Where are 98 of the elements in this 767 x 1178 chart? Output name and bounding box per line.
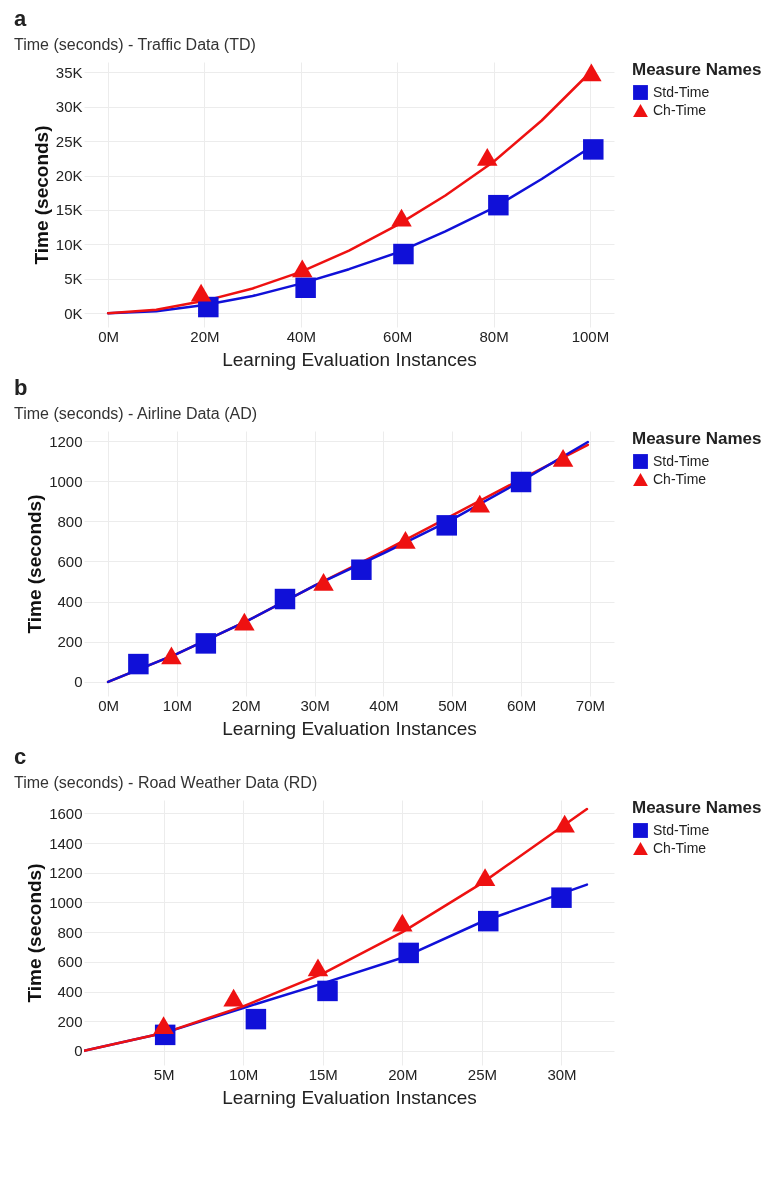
point xyxy=(552,449,574,467)
y-tick-label: 1000 xyxy=(49,893,83,911)
y-tick-label: 600 xyxy=(57,552,83,570)
x-tick-label: 5M xyxy=(153,1065,175,1083)
point xyxy=(393,243,414,265)
point xyxy=(351,559,372,580)
legend-title: Measure Names xyxy=(632,60,762,79)
point xyxy=(391,208,412,227)
point xyxy=(128,653,149,675)
x-tick-label: 20M xyxy=(190,327,220,345)
y-tick-label: 600 xyxy=(57,953,83,971)
x-tick-label: 40M xyxy=(286,327,316,345)
x-tick-label: 30M xyxy=(547,1065,577,1083)
chart-subtitle: Time (seconds) - Traffic Data (TD) xyxy=(14,36,256,53)
point xyxy=(469,494,491,513)
chart-title: b xyxy=(14,375,28,400)
point xyxy=(161,646,182,665)
point xyxy=(245,1008,267,1030)
point xyxy=(307,958,329,977)
legend-label: Std-Time xyxy=(653,821,710,838)
point xyxy=(477,148,498,166)
point xyxy=(195,633,217,654)
y-tick-label: 1600 xyxy=(49,804,83,822)
point xyxy=(223,988,244,1007)
y-tick-label: 200 xyxy=(57,1012,83,1030)
point xyxy=(488,194,509,216)
chart-title: c xyxy=(14,744,27,769)
x-tick-label: 70M xyxy=(575,696,605,714)
x-tick-label: 10M xyxy=(162,696,193,714)
legend-label: Ch-Time xyxy=(653,470,707,487)
x-tick-label: 15M xyxy=(308,1065,338,1083)
y-tick-label: 800 xyxy=(57,923,83,941)
point xyxy=(474,868,496,887)
point xyxy=(395,530,416,549)
point xyxy=(581,63,602,82)
point xyxy=(295,277,316,299)
y-tick-label: 35K xyxy=(55,63,83,81)
legend-label: Std-Time xyxy=(653,452,710,469)
y-axis-title: Time (seconds) xyxy=(24,863,46,1003)
chart-subtitle: Time (seconds) - Road Weather Data (RD) xyxy=(14,774,318,791)
x-tick-label: 50M xyxy=(438,696,468,714)
point xyxy=(234,612,255,631)
point xyxy=(317,980,338,1002)
y-tick-label: 5K xyxy=(64,270,83,288)
y-tick-label: 25K xyxy=(55,132,83,150)
point xyxy=(292,259,313,278)
y-tick-label: 1200 xyxy=(49,432,83,450)
x-tick-label: 0M xyxy=(98,696,120,714)
point xyxy=(313,572,334,591)
point xyxy=(190,283,212,302)
legend-label: Std-Time xyxy=(653,83,710,100)
x-tick-label: 60M xyxy=(383,327,413,345)
point xyxy=(153,1016,174,1034)
y-tick-label: 400 xyxy=(57,593,83,611)
x-tick-label: 40M xyxy=(369,696,399,714)
x-tick-label: 10M xyxy=(229,1065,259,1083)
point xyxy=(478,910,499,932)
point xyxy=(392,913,413,932)
y-tick-label: 0K xyxy=(64,304,83,322)
x-axis-title: Learning Evaluation Instances xyxy=(222,348,477,370)
y-tick-label: 15K xyxy=(55,201,83,219)
y-tick-label: 1000 xyxy=(49,472,83,490)
y-tick-label: 0 xyxy=(74,1042,83,1060)
x-tick-label: 20M xyxy=(388,1065,418,1083)
x-tick-label: 0M xyxy=(98,327,120,345)
point xyxy=(583,139,604,160)
x-tick-label: 60M xyxy=(506,696,537,714)
line-series xyxy=(84,807,589,1053)
chart-subtitle: Time (seconds) - Airline Data (AD) xyxy=(14,405,258,422)
y-tick-label: 30K xyxy=(55,98,83,116)
y-tick-label: 10K xyxy=(55,235,83,253)
x-tick-label: 30M xyxy=(300,696,330,714)
y-axis-title: Time (seconds) xyxy=(30,125,52,265)
x-tick-label: 100M xyxy=(571,327,610,345)
legend-label: Ch-Time xyxy=(653,839,707,856)
y-tick-label: 20K xyxy=(55,167,83,185)
x-axis-title: Learning Evaluation Instances xyxy=(222,717,477,739)
chart-title: a xyxy=(14,6,27,31)
x-tick-label: 80M xyxy=(479,327,509,345)
point xyxy=(436,515,457,536)
y-tick-label: 0 xyxy=(74,673,83,691)
y-tick-label: 1200 xyxy=(49,864,83,882)
y-tick-label: 1400 xyxy=(49,834,83,852)
y-tick-label: 800 xyxy=(57,512,83,530)
point xyxy=(551,887,572,908)
legend-label: Ch-Time xyxy=(653,101,707,118)
point xyxy=(274,588,296,610)
y-axis-title: Time (seconds) xyxy=(24,494,46,634)
x-axis-title: Learning Evaluation Instances xyxy=(222,1086,477,1108)
x-tick-label: 20M xyxy=(231,696,261,714)
y-tick-label: 400 xyxy=(57,983,83,1001)
legend-title: Measure Names xyxy=(632,798,762,817)
point xyxy=(554,814,575,833)
point xyxy=(510,471,532,493)
point xyxy=(398,942,419,964)
x-tick-label: 25M xyxy=(467,1065,497,1083)
legend-title: Measure Names xyxy=(632,429,762,448)
y-tick-label: 200 xyxy=(57,633,83,651)
